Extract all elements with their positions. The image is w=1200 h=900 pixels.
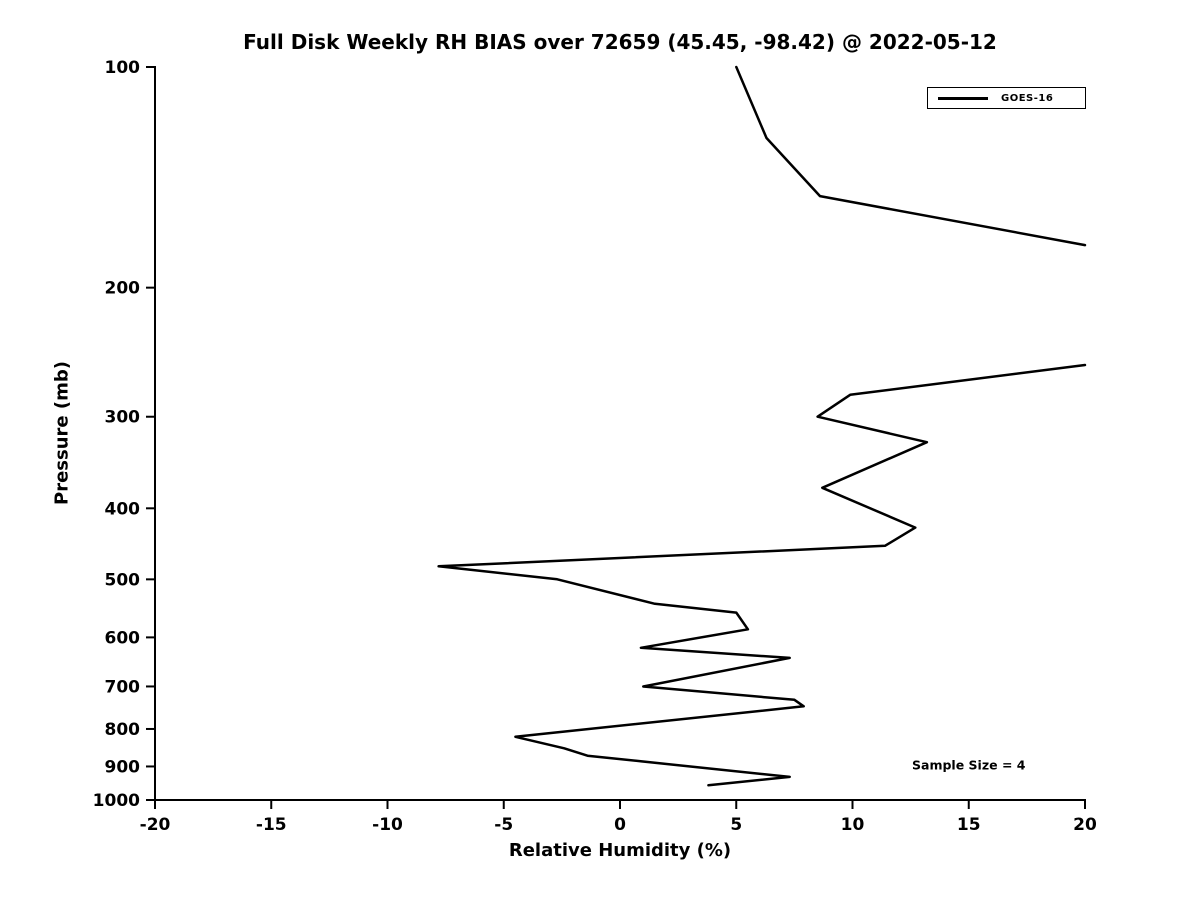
x-tick-label: -20 <box>140 815 171 835</box>
legend-label: GOES-16 <box>1001 92 1054 104</box>
y-tick-label: 800 <box>105 720 141 740</box>
y-tick-label: 200 <box>105 279 141 299</box>
y-tick-label: 600 <box>105 628 141 648</box>
y-tick-label: 1000 <box>93 791 140 811</box>
x-tick-label: -10 <box>372 815 403 835</box>
x-tick-label: 20 <box>1073 815 1097 835</box>
x-tick-label: -5 <box>494 815 513 835</box>
chart-title: Full Disk Weekly RH BIAS over 72659 (45.… <box>243 30 997 54</box>
series-line-goes-16 <box>437 363 1087 787</box>
legend: GOES-16 <box>927 87 1086 109</box>
y-tick-label: 900 <box>105 757 141 777</box>
x-axis-label: Relative Humidity (%) <box>508 840 732 861</box>
legend-line-sample <box>938 96 988 100</box>
y-tick-label: 500 <box>105 570 141 590</box>
series-line-goes-16 <box>735 65 1087 247</box>
x-tick-label: 15 <box>957 815 981 835</box>
y-tick-label: 100 <box>105 58 141 78</box>
sample-size-annotation: Sample Size = 4 <box>912 757 1026 773</box>
x-tick-label: -15 <box>256 815 287 835</box>
x-tick-label: 0 <box>614 815 626 835</box>
x-tick-label: 10 <box>841 815 865 835</box>
y-tick-label: 400 <box>105 499 141 519</box>
x-tick-label: 5 <box>730 815 742 835</box>
y-tick-label: 700 <box>105 677 141 697</box>
y-tick-label: 300 <box>105 408 141 428</box>
